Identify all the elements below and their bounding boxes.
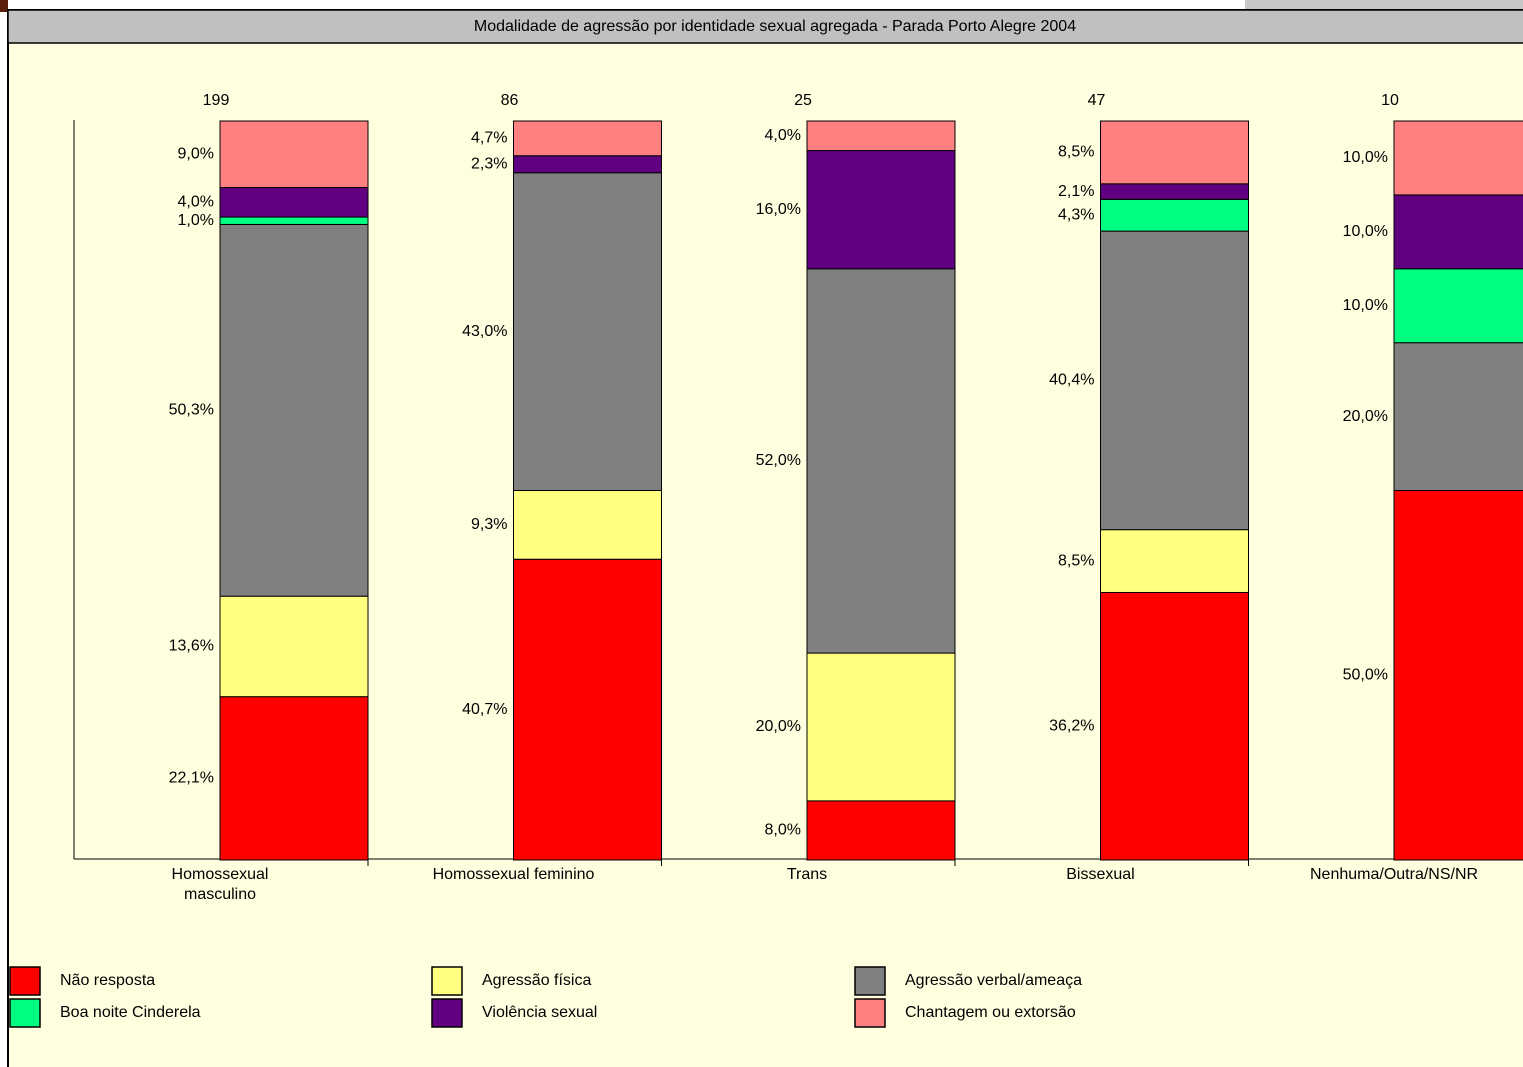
total-label: 86 (501, 92, 519, 109)
bar-segment (219, 216, 369, 225)
title-bar (7, 9, 1523, 44)
value-label: 4,0% (178, 194, 214, 211)
total-label: 25 (794, 92, 812, 109)
value-label: 4,7% (471, 130, 507, 147)
total-label: 47 (1088, 92, 1106, 109)
bar-segment (1393, 268, 1523, 344)
value-label: 1,0% (178, 212, 214, 229)
value-label: 2,3% (471, 155, 507, 172)
legend-swatch (9, 998, 41, 1028)
legend-label: Chantagem ou extorsão (905, 1004, 1076, 1021)
x-tick-label: Homossexual feminino (432, 866, 595, 883)
bar-segment (1100, 183, 1249, 200)
x-tick-label-box: Homossexual feminino (432, 866, 595, 883)
chart-title: Modalidade de agressão por identidade se… (474, 18, 1076, 35)
bar-segment (1100, 198, 1249, 232)
x-tick-label-box: Nenhuma/Outra/NS/NR (1310, 866, 1478, 883)
value-label: 43,0% (462, 323, 507, 340)
value-label: 8,5% (1058, 144, 1094, 161)
value-label: 22,1% (169, 770, 214, 787)
legend-label: Boa noite Cinderela (60, 1004, 201, 1021)
bar-segment (1100, 591, 1249, 861)
bar-segment (513, 155, 662, 174)
bar-segment (806, 268, 956, 654)
value-label: 40,4% (1049, 372, 1094, 389)
x-tick-label-box: Homossexual masculino (171, 866, 269, 903)
legend-swatch (431, 998, 463, 1028)
x-tick-label: Bissexual (1066, 866, 1135, 883)
legend-label: Agressão física (482, 972, 591, 989)
value-label: 40,7% (462, 701, 507, 718)
value-label: 50,3% (169, 402, 214, 419)
value-label: 13,6% (169, 638, 214, 655)
bar-segment (1100, 230, 1249, 531)
legend-swatch (431, 966, 463, 996)
legend-label: Não resposta (60, 972, 155, 989)
value-label: 20,0% (1343, 408, 1388, 425)
bar-segment (513, 558, 662, 861)
bar-segment (219, 223, 369, 597)
value-label: 10,0% (1343, 297, 1388, 314)
total-label: 10 (1381, 92, 1399, 109)
frame-tab (1245, 0, 1523, 10)
x-tick-label: Trans (786, 866, 828, 883)
total-label: 199 (203, 92, 230, 109)
legend-swatch (854, 966, 886, 996)
value-label: 52,0% (756, 452, 801, 469)
bar-segment (1393, 342, 1523, 492)
value-label: 9,3% (471, 516, 507, 533)
bar-segment (513, 120, 662, 157)
value-label: 4,0% (765, 127, 801, 144)
bar-segment (513, 490, 662, 560)
value-label: 8,5% (1058, 552, 1094, 569)
legend-swatch (9, 966, 41, 996)
bar-segment (806, 800, 956, 861)
bar-segment (806, 120, 956, 152)
value-label: 4,3% (1058, 206, 1094, 223)
value-label: 36,2% (1049, 717, 1094, 734)
value-label: 10,0% (1343, 149, 1388, 166)
frame-corner (0, 0, 8, 12)
bar-segment (219, 696, 369, 861)
x-tick-label: Nenhuma/Outra/NS/NR (1310, 866, 1478, 883)
bar-segment (1100, 529, 1249, 593)
legend-label: Agressão verbal/ameaça (905, 972, 1082, 989)
bar-segment (219, 595, 369, 698)
x-tick-label-box: Bissexual (1066, 866, 1135, 883)
legend-label: Violência sexual (482, 1004, 597, 1021)
bar-segment (806, 652, 956, 802)
legend-swatch (854, 998, 886, 1028)
value-label: 16,0% (756, 201, 801, 218)
x-tick-label-box: Trans (786, 866, 828, 883)
value-label: 20,0% (756, 718, 801, 735)
bar-segment (1393, 194, 1523, 270)
value-label: 10,0% (1343, 223, 1388, 240)
bar-segment (1393, 120, 1523, 196)
bar-segment (513, 172, 662, 491)
bar-segment (806, 150, 956, 270)
bar-segment (219, 187, 369, 218)
bar-segment (1100, 120, 1249, 185)
value-label: 2,1% (1058, 183, 1094, 200)
value-label: 50,0% (1343, 666, 1388, 683)
x-tick-label: Homossexual masculino (171, 866, 269, 903)
value-label: 8,0% (765, 822, 801, 839)
bar-segment (219, 120, 369, 189)
value-label: 9,0% (178, 145, 214, 162)
bar-segment (1393, 490, 1523, 861)
